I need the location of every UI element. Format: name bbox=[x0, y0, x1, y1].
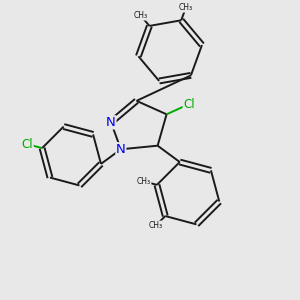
Text: N: N bbox=[106, 116, 116, 129]
Text: CH₃: CH₃ bbox=[149, 221, 163, 230]
Text: CH₃: CH₃ bbox=[134, 11, 148, 20]
Text: Cl: Cl bbox=[22, 138, 33, 151]
Text: CH₃: CH₃ bbox=[137, 177, 151, 186]
Text: CH₃: CH₃ bbox=[179, 3, 193, 12]
Text: Cl: Cl bbox=[183, 98, 195, 111]
Text: N: N bbox=[116, 143, 126, 156]
